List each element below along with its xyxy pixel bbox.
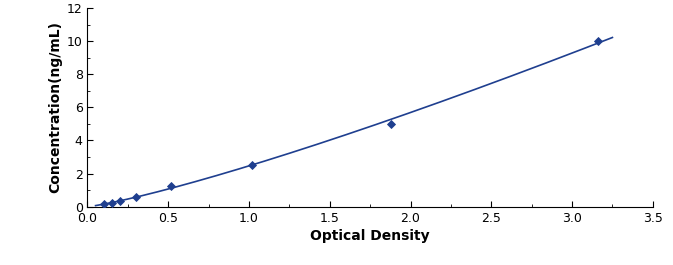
X-axis label: Optical Density: Optical Density [310, 229, 430, 243]
Y-axis label: Concentration(ng/mL): Concentration(ng/mL) [48, 21, 63, 193]
